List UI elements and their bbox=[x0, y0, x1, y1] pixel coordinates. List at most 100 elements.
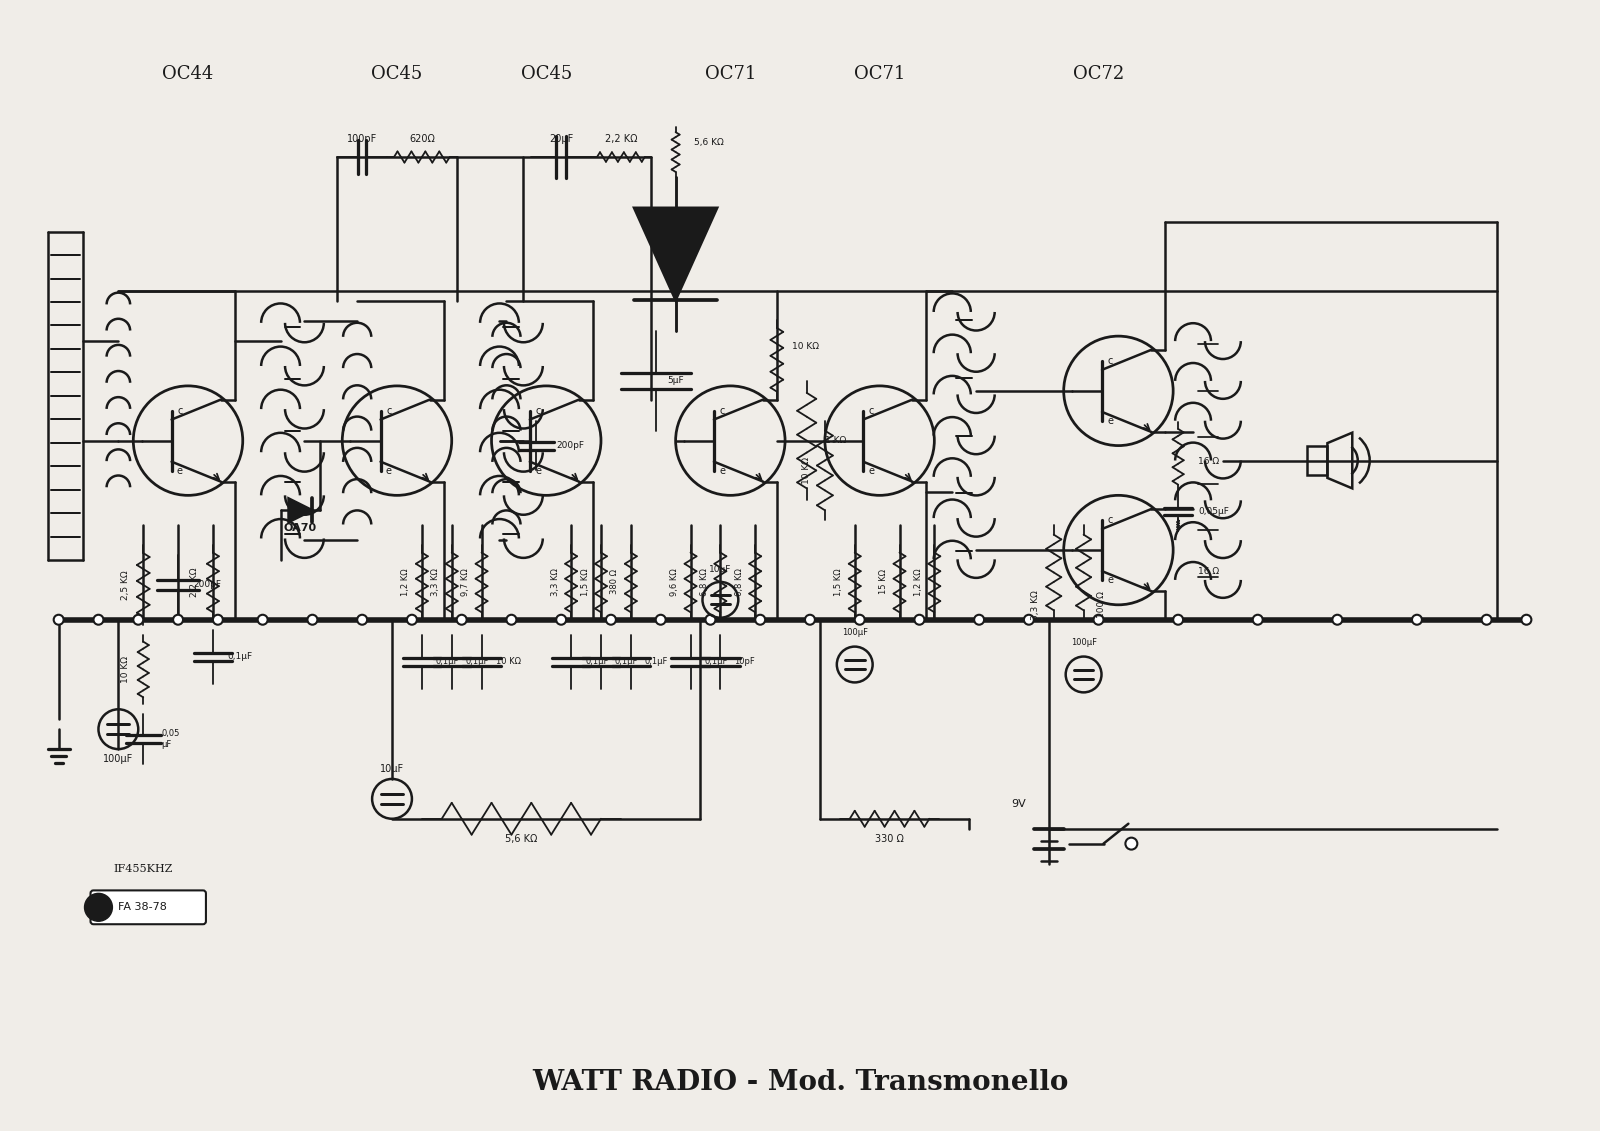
Text: 0,1μF: 0,1μF bbox=[704, 657, 728, 666]
Circle shape bbox=[1024, 615, 1034, 624]
Text: 1,5 KΩ: 1,5 KΩ bbox=[581, 568, 589, 596]
Text: 20μF: 20μF bbox=[549, 135, 573, 144]
Text: OC72: OC72 bbox=[1074, 66, 1125, 84]
Text: OC45: OC45 bbox=[520, 66, 571, 84]
Circle shape bbox=[656, 615, 666, 624]
Circle shape bbox=[406, 615, 418, 624]
Text: 200pF: 200pF bbox=[557, 441, 584, 450]
Circle shape bbox=[307, 615, 317, 624]
Text: 10 KΩ: 10 KΩ bbox=[122, 656, 130, 683]
Text: 5,6 KΩ: 5,6 KΩ bbox=[506, 834, 538, 844]
Text: c: c bbox=[720, 406, 725, 415]
Text: OC71: OC71 bbox=[854, 66, 906, 84]
Text: OC71: OC71 bbox=[704, 66, 757, 84]
Text: c: c bbox=[1107, 356, 1114, 365]
Text: c: c bbox=[869, 406, 874, 415]
Text: 3,3 KΩ: 3,3 KΩ bbox=[550, 568, 560, 596]
Text: 0,05μF: 0,05μF bbox=[1198, 507, 1229, 516]
Circle shape bbox=[1173, 615, 1182, 624]
Text: 0,1μF: 0,1μF bbox=[614, 657, 638, 666]
Circle shape bbox=[755, 615, 765, 624]
Circle shape bbox=[1125, 838, 1138, 849]
Text: OC44: OC44 bbox=[162, 66, 214, 84]
Text: H: H bbox=[93, 901, 104, 913]
Text: 0,1μF: 0,1μF bbox=[645, 657, 669, 666]
Text: e: e bbox=[386, 466, 392, 476]
Circle shape bbox=[85, 893, 112, 922]
Text: 9,7 KΩ: 9,7 KΩ bbox=[461, 568, 470, 596]
Text: 0,05
μF: 0,05 μF bbox=[162, 729, 179, 749]
Circle shape bbox=[1253, 615, 1262, 624]
Text: 0,1μF: 0,1μF bbox=[466, 657, 490, 666]
Text: 3,3 KΩ: 3,3 KΩ bbox=[1032, 590, 1040, 620]
Circle shape bbox=[706, 615, 715, 624]
Text: e: e bbox=[534, 466, 541, 476]
Text: 200pF: 200pF bbox=[194, 580, 221, 589]
Text: c: c bbox=[178, 406, 182, 415]
Text: 380 Ω: 380 Ω bbox=[611, 569, 619, 595]
Text: 5,6 KΩ: 5,6 KΩ bbox=[693, 138, 723, 147]
Text: c: c bbox=[386, 406, 392, 415]
Circle shape bbox=[54, 615, 64, 624]
Text: c: c bbox=[536, 406, 541, 415]
Text: 330 Ω: 330 Ω bbox=[875, 834, 904, 844]
Text: 1,2 KΩ: 1,2 KΩ bbox=[402, 568, 411, 596]
Circle shape bbox=[213, 615, 222, 624]
Text: 100pF: 100pF bbox=[347, 135, 378, 144]
Text: 10pF: 10pF bbox=[734, 657, 755, 666]
Circle shape bbox=[606, 615, 616, 624]
Text: 1,5 KΩ: 1,5 KΩ bbox=[834, 568, 843, 596]
Text: 5μF: 5μF bbox=[667, 377, 683, 386]
Text: 3,3 KΩ: 3,3 KΩ bbox=[432, 568, 440, 596]
Text: 2,2 KΩ: 2,2 KΩ bbox=[190, 567, 200, 597]
Circle shape bbox=[974, 615, 984, 624]
Text: 100μF: 100μF bbox=[842, 628, 867, 637]
Text: 620Ω: 620Ω bbox=[410, 135, 435, 144]
Circle shape bbox=[93, 615, 104, 624]
Circle shape bbox=[258, 615, 267, 624]
Text: 6,8 KΩ: 6,8 KΩ bbox=[699, 568, 709, 596]
Text: 15 KΩ: 15 KΩ bbox=[878, 569, 888, 595]
Text: OA70: OA70 bbox=[283, 524, 317, 533]
Circle shape bbox=[133, 615, 144, 624]
Text: 100μF: 100μF bbox=[104, 754, 133, 765]
Bar bbox=[1307, 446, 1328, 475]
Circle shape bbox=[557, 615, 566, 624]
Text: 2,5 KΩ: 2,5 KΩ bbox=[122, 570, 130, 599]
Text: FA 38-78: FA 38-78 bbox=[118, 903, 168, 913]
Text: 6,8 KΩ: 6,8 KΩ bbox=[734, 568, 744, 596]
Text: 0,1μF: 0,1μF bbox=[435, 657, 459, 666]
Polygon shape bbox=[288, 499, 312, 523]
Circle shape bbox=[1482, 615, 1491, 624]
Text: 16 Ω: 16 Ω bbox=[1198, 567, 1219, 576]
Text: 9V: 9V bbox=[1011, 798, 1026, 809]
Text: 10μF: 10μF bbox=[379, 765, 405, 774]
Text: 1 KΩ: 1 KΩ bbox=[824, 437, 846, 446]
Text: 100μF: 100μF bbox=[1070, 638, 1096, 647]
Circle shape bbox=[1411, 615, 1422, 624]
Text: e: e bbox=[869, 466, 874, 476]
Text: 2,2 KΩ: 2,2 KΩ bbox=[605, 135, 637, 144]
Circle shape bbox=[357, 615, 366, 624]
Text: 100 Ω: 100 Ω bbox=[1098, 592, 1106, 619]
Text: 10 KΩ: 10 KΩ bbox=[496, 657, 520, 666]
Circle shape bbox=[507, 615, 517, 624]
Circle shape bbox=[1333, 615, 1342, 624]
Circle shape bbox=[805, 615, 814, 624]
Text: WATT RADIO - Mod. Transmonello: WATT RADIO - Mod. Transmonello bbox=[531, 1069, 1069, 1096]
Text: e: e bbox=[1107, 576, 1114, 585]
Text: 16 Ω: 16 Ω bbox=[1198, 457, 1219, 466]
Text: 10 KΩ: 10 KΩ bbox=[792, 342, 819, 351]
Circle shape bbox=[456, 615, 467, 624]
Text: 0,1μF: 0,1μF bbox=[586, 657, 608, 666]
Polygon shape bbox=[634, 208, 717, 301]
Text: c: c bbox=[1107, 515, 1114, 525]
Text: 0,1μF: 0,1μF bbox=[227, 653, 253, 661]
Circle shape bbox=[1093, 615, 1104, 624]
Text: 1,2 KΩ: 1,2 KΩ bbox=[914, 568, 923, 596]
Text: OC45: OC45 bbox=[371, 66, 422, 84]
Circle shape bbox=[1522, 615, 1531, 624]
Text: 9,6 KΩ: 9,6 KΩ bbox=[670, 568, 678, 596]
Text: IF455KHZ: IF455KHZ bbox=[114, 863, 173, 873]
Text: e: e bbox=[718, 466, 725, 476]
